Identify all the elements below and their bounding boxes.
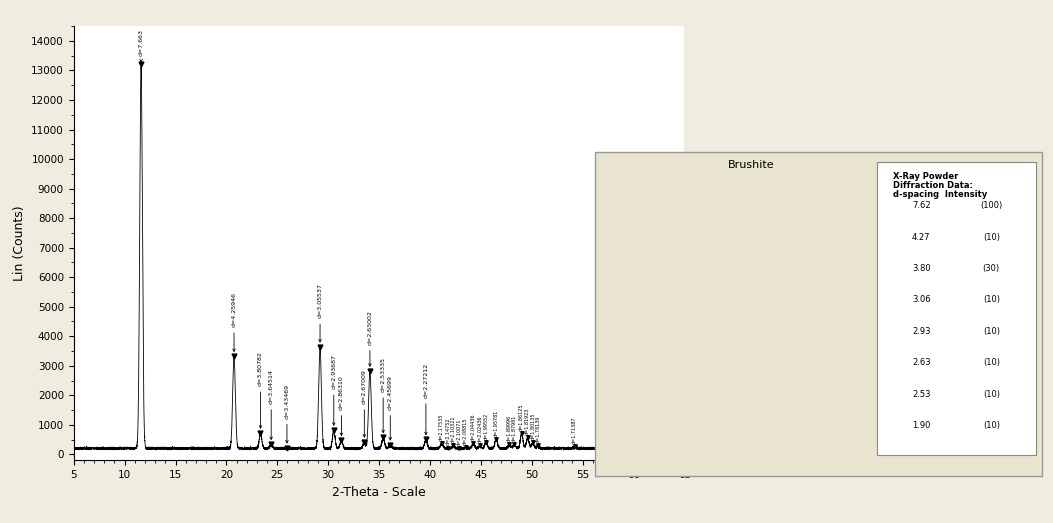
Text: d=3.43469: d=3.43469 [284, 384, 290, 443]
Text: d=7.663: d=7.663 [139, 29, 143, 62]
Text: (10): (10) [982, 327, 999, 336]
Text: 4.27: 4.27 [912, 233, 931, 242]
Text: d=2.08815: d=2.08815 [463, 417, 469, 445]
Text: (10): (10) [982, 421, 999, 430]
Text: d=2.86310: d=2.86310 [339, 376, 344, 436]
Text: d=1.99552: d=1.99552 [483, 412, 489, 439]
Text: d=2.27212: d=2.27212 [423, 363, 429, 435]
Text: 3.06: 3.06 [912, 295, 931, 304]
Text: 7.62: 7.62 [912, 201, 931, 210]
Text: d=4.25946: d=4.25946 [232, 292, 237, 351]
Text: d=1.86125: d=1.86125 [519, 403, 524, 431]
Text: 2.53: 2.53 [912, 390, 931, 399]
Text: d=3.05537: d=3.05537 [318, 283, 322, 342]
Text: X-Ray Powder: X-Ray Powder [893, 172, 958, 180]
Text: d=1.95781: d=1.95781 [494, 409, 499, 437]
Text: d=1.63045: d=1.63045 [615, 414, 620, 442]
Text: (10): (10) [982, 295, 999, 304]
Text: (10): (10) [982, 390, 999, 399]
Text: (10): (10) [982, 358, 999, 367]
Text: 2.93: 2.93 [912, 327, 931, 336]
Text: (10): (10) [982, 233, 999, 242]
Text: 3.80: 3.80 [912, 264, 931, 273]
Text: d=2.04436: d=2.04436 [471, 414, 476, 441]
Text: d=1.66436: d=1.66436 [596, 416, 601, 444]
Text: d=1.57208: d=1.57208 [654, 416, 658, 444]
X-axis label: 2 Theta: 2 Theta [737, 440, 767, 449]
Text: d=2.45699: d=2.45699 [388, 375, 393, 440]
Text: d=3.64514: d=3.64514 [269, 369, 274, 439]
Text: 2.63: 2.63 [912, 358, 931, 367]
Text: d=1.78139: d=1.78139 [535, 416, 540, 443]
Text: d=2.93687: d=2.93687 [332, 355, 336, 425]
Text: d=2.14752: d=2.14752 [445, 418, 451, 446]
Text: (100): (100) [980, 201, 1002, 210]
Text: (30): (30) [982, 264, 1000, 273]
Text: d=2.53335: d=2.53335 [380, 357, 385, 433]
Text: d=1.89996: d=1.89996 [506, 415, 512, 442]
Text: d=2.10071: d=2.10071 [457, 419, 462, 446]
Text: d=2.63002: d=2.63002 [367, 310, 373, 366]
Text: d=2.10321: d=2.10321 [451, 416, 456, 443]
X-axis label: 2-Theta - Scale: 2-Theta - Scale [332, 485, 426, 498]
Text: d=1.87981: d=1.87981 [512, 415, 517, 442]
Text: d=2.67009: d=2.67009 [362, 369, 366, 437]
Text: Diffraction Data:: Diffraction Data: [893, 181, 973, 190]
Text: d=3.80782: d=3.80782 [258, 351, 263, 428]
Text: d=1.80135: d=1.80135 [531, 413, 535, 440]
Text: 1.90: 1.90 [912, 421, 931, 430]
Text: d-spacing  Intensity: d-spacing Intensity [893, 190, 987, 199]
Y-axis label: Lin (Counts): Lin (Counts) [13, 206, 25, 281]
Text: d=2.02436: d=2.02436 [477, 416, 482, 443]
Text: d=1.81923: d=1.81923 [525, 408, 531, 435]
Text: d=1.56405: d=1.56405 [660, 417, 665, 445]
Text: Brushite: Brushite [729, 160, 775, 170]
Text: d=1.60869: d=1.60869 [627, 416, 632, 443]
Text: d=2.17535: d=2.17535 [439, 414, 444, 441]
Text: d=1.71387: d=1.71387 [572, 416, 577, 444]
